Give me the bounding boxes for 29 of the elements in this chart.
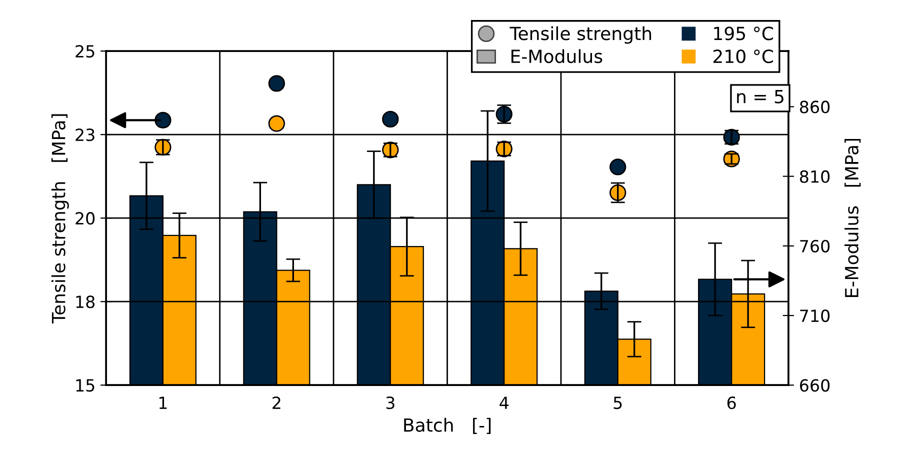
y-tick-label: 25 [76, 45, 94, 58]
y2-tick-label: 710 [800, 309, 830, 322]
y2-tick-label: 660 [800, 379, 830, 392]
y-axis-title: Tensile strength [MPa] [51, 114, 69, 324]
y-tick-label: 23 [76, 128, 94, 142]
x-tick-label: 2 [272, 396, 280, 409]
point [154, 112, 172, 129]
x-tick-label: 4 [500, 396, 508, 409]
y-tick-label: 18 [76, 296, 95, 308]
x-tick-label: 5 [614, 396, 622, 410]
y-tick-label: 15 [76, 379, 94, 392]
point [382, 110, 399, 128]
annotation: n = 5 [737, 90, 784, 104]
x-axis-title: Batch [-] [404, 418, 491, 434]
y2-tick-label: 810 [800, 170, 830, 183]
legend-label: 210 °C [713, 50, 773, 64]
y-tick-label: 20 [76, 212, 95, 225]
point [610, 158, 626, 176]
y2-tick-label: 760 [800, 240, 830, 252]
text: Tensile strength [510, 26, 652, 44]
point [268, 75, 285, 92]
x-tick-label: 1 [159, 396, 167, 409]
x-tick-label: 6 [727, 396, 736, 410]
y2-tick-label: 860 [800, 100, 830, 114]
legend-label: 195 °C [714, 26, 773, 40]
annotation: E-Modulus [511, 49, 602, 64]
point [268, 115, 285, 132]
x-tick-label: 3 [386, 396, 394, 410]
y2-axis-title: E-Modulus [MPa] [844, 138, 861, 297]
